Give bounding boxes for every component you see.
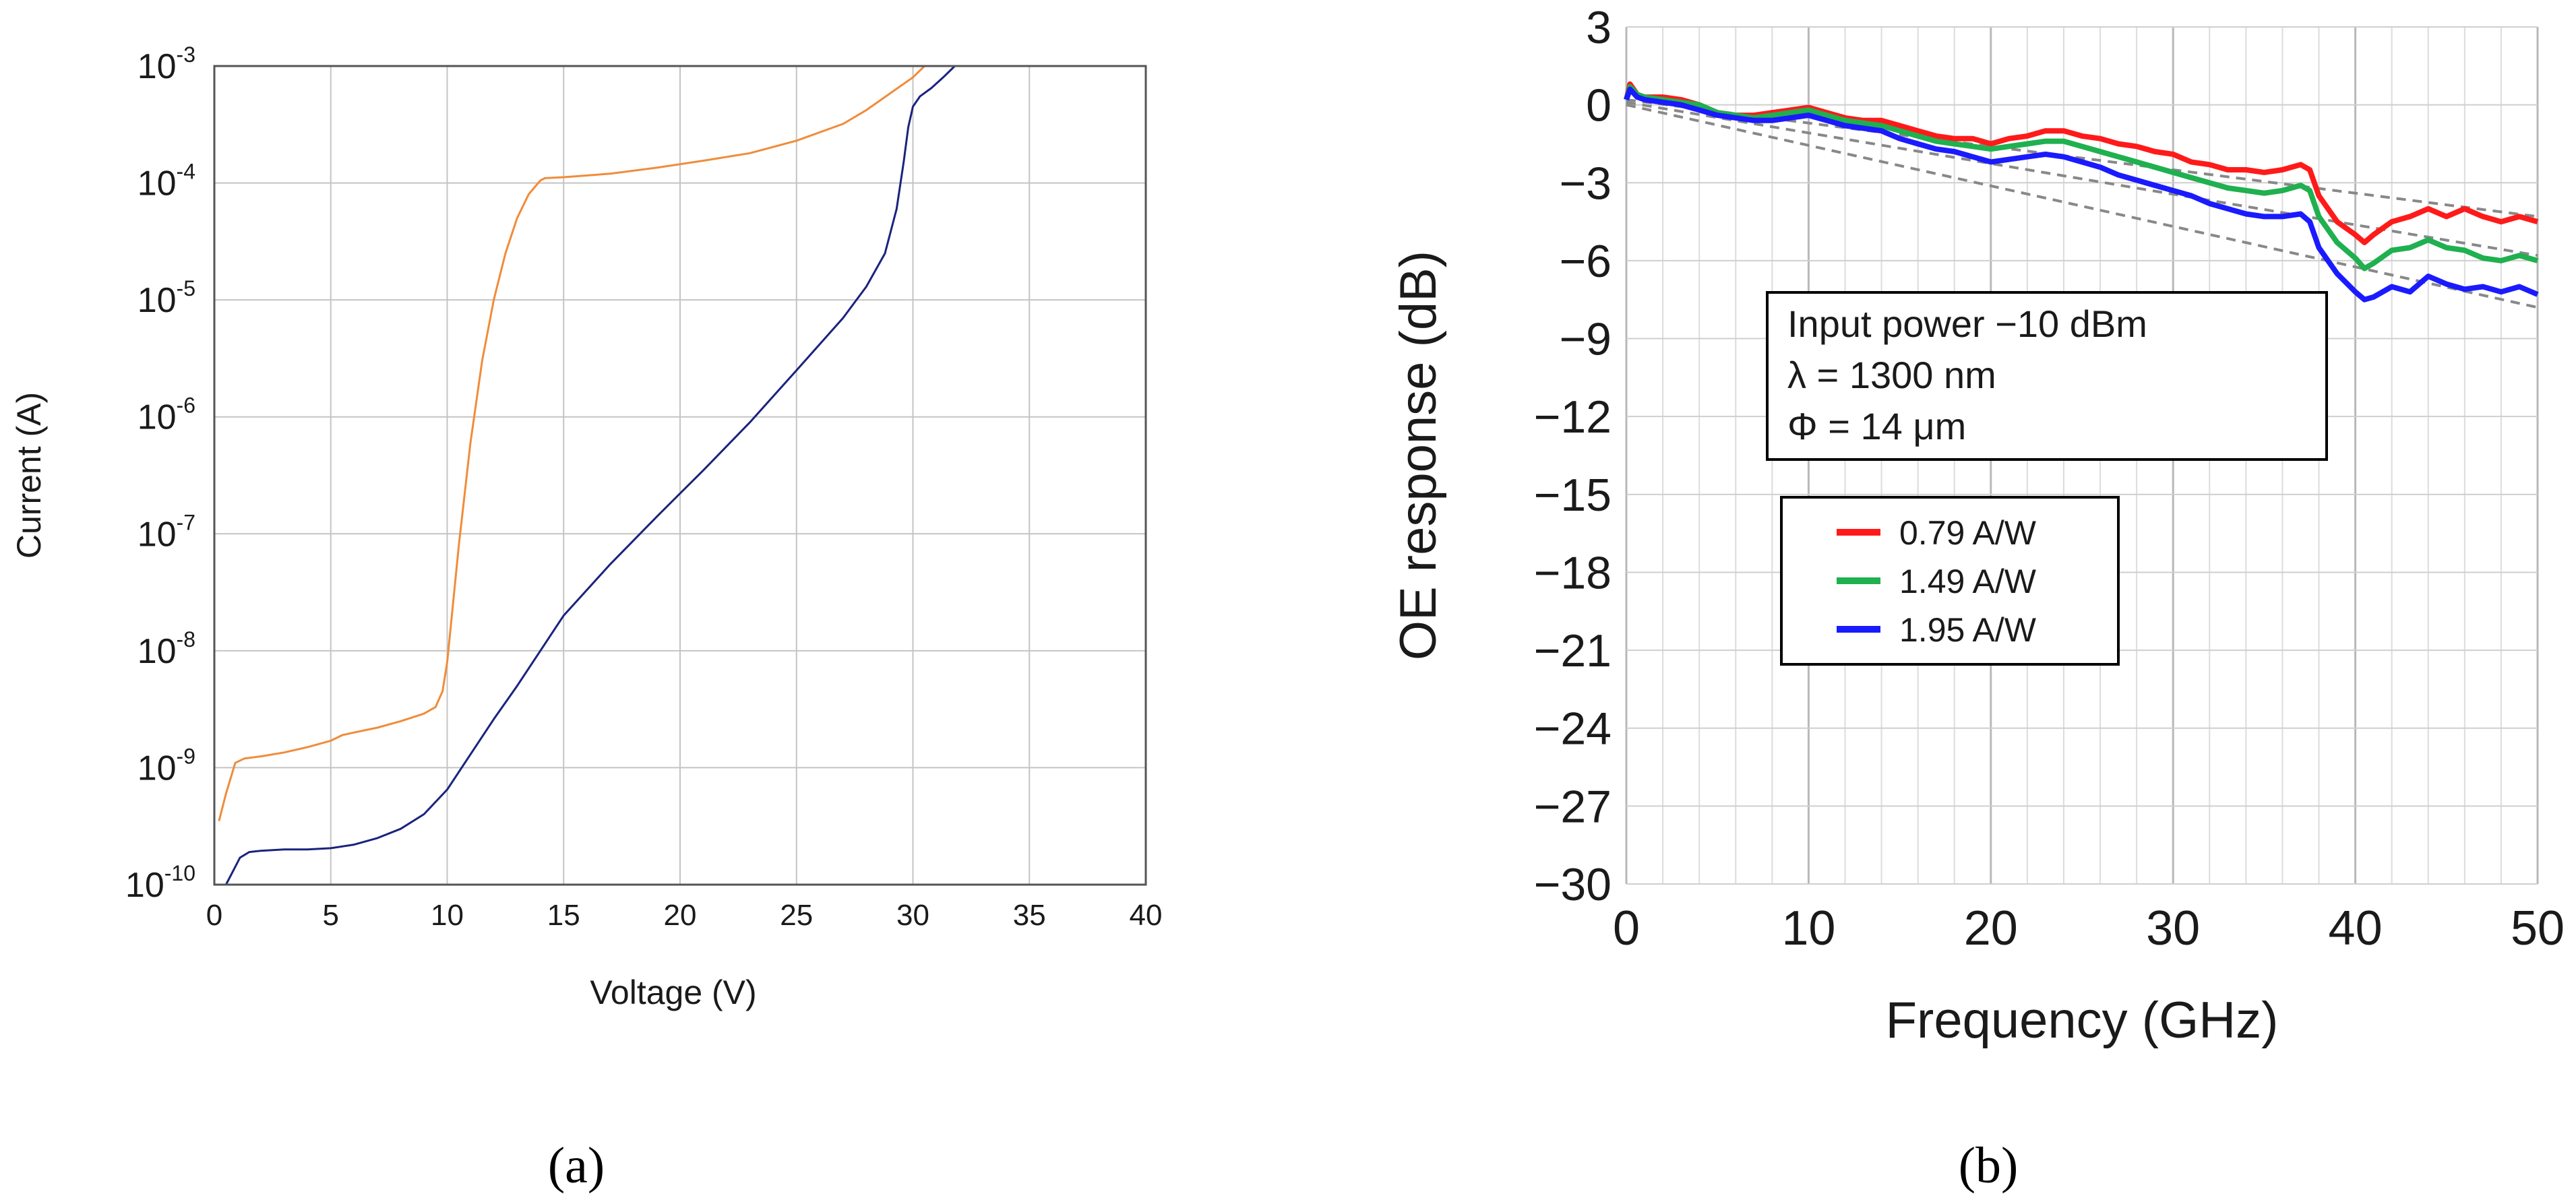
panel-label-a: (a)	[548, 1137, 605, 1194]
series-line-1-95-A-W	[1624, 86, 2539, 303]
y-tick-label-b: 0	[1586, 80, 1612, 131]
y-tick-label-b: −9	[1559, 314, 1612, 365]
chart-a-current-vs-voltage: 0 5 10 15 20 25 30 35 40 10-3 10-4 10-5 10-6 10-7 10-8…	[10, 42, 1162, 1194]
x-tick-label-a: 15	[547, 899, 580, 932]
fit-line-dashed	[1626, 100, 2538, 257]
x-tick-label-a: 40	[1130, 899, 1163, 932]
x-axis-title-a: Voltage (V)	[590, 974, 756, 1011]
y-tick-label-b: −21	[1534, 625, 1612, 676]
y-tick-label-a: 10-6	[137, 393, 195, 437]
x-tick-label-b: 10	[1781, 901, 1835, 955]
x-tick-label-a: 20	[664, 899, 697, 932]
x-axis-title-b: Frequency (GHz)	[1886, 992, 2279, 1049]
x-tick-label-a: 10	[431, 899, 464, 932]
x-tick-label-b: 50	[2511, 901, 2565, 955]
legend-label: 0.79 A/W	[1899, 514, 2037, 552]
x-tick-label-a: 30	[896, 899, 929, 932]
series-line-navy	[224, 65, 956, 885]
legend-label: 1.49 A/W	[1899, 563, 2037, 600]
annotation-line: Input power −10 dBm	[1787, 303, 2147, 345]
panel-label-b: (b)	[1959, 1137, 2019, 1194]
y-tick-label-a: 10-8	[137, 627, 195, 671]
y-tick-label-b: −18	[1534, 547, 1612, 598]
y-tick-label-a: 10-4	[137, 160, 195, 203]
y-tick-label-b: 3	[1586, 2, 1612, 53]
annotation-line: Φ = 14 μm	[1787, 405, 1966, 447]
y-tick-label-b: −12	[1534, 391, 1612, 443]
x-tick-label-b: 40	[2329, 901, 2383, 955]
x-tick-label-b: 0	[1613, 901, 1640, 955]
y-tick-label-b: −3	[1559, 158, 1612, 209]
x-tick-label-a: 5	[323, 899, 339, 932]
y-axis-title-b: OE response (dB)	[1390, 251, 1447, 660]
y-tick-label-a: 10-3	[137, 42, 195, 86]
x-tick-label-a: 0	[206, 899, 222, 932]
annotation-line: λ = 1300 nm	[1787, 354, 1996, 396]
x-tick-label-a: 35	[1013, 899, 1046, 932]
plot-frame-a	[213, 65, 1147, 886]
y-tick-label-a: 10-7	[137, 510, 195, 554]
y-tick-label-a: 10-10	[125, 861, 195, 905]
y-tick-label-a: 10-5	[137, 276, 195, 320]
x-tick-label-b: 20	[1964, 901, 2018, 955]
x-tick-label-b: 30	[2146, 901, 2200, 955]
y-tick-label-b: −30	[1534, 859, 1612, 910]
x-tick-label-a: 25	[780, 899, 813, 932]
legend-label: 1.95 A/W	[1899, 611, 2037, 649]
annotation-box	[1766, 291, 2328, 461]
y-tick-label-b: −27	[1534, 781, 1612, 832]
y-tick-label-b: −15	[1534, 470, 1612, 521]
y-tick-label-b: −24	[1534, 703, 1612, 755]
fit-line-dashed	[1626, 103, 2538, 309]
y-axis-title-a: Current (A)	[10, 392, 48, 559]
y-tick-label-b: −6	[1559, 236, 1612, 287]
chart-b-oe-response: 30−3−6−9−12−15−18−21−24−27−300 10 20 30 40 50…	[1390, 2, 2565, 1194]
y-tick-label-a: 10-9	[137, 744, 195, 788]
series-line-orange	[218, 65, 925, 821]
